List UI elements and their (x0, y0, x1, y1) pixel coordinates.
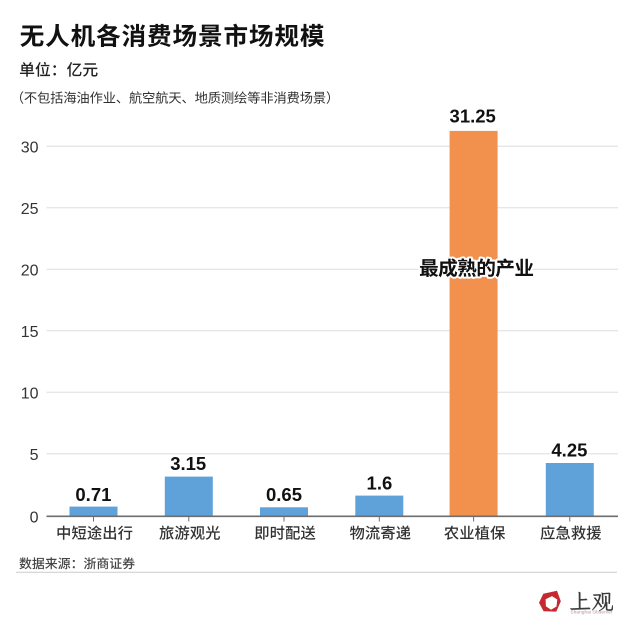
svg-text:5: 5 (30, 447, 39, 464)
svg-text:10: 10 (21, 386, 39, 403)
svg-text:1.6: 1.6 (367, 472, 393, 493)
svg-text:15: 15 (21, 324, 39, 341)
svg-text:0.71: 0.71 (75, 484, 111, 505)
svg-text:0: 0 (30, 510, 39, 527)
svg-text:25: 25 (21, 201, 39, 218)
svg-text:30: 30 (21, 140, 39, 157)
svg-text:31.25: 31.25 (450, 106, 496, 127)
svg-text:3.15: 3.15 (170, 453, 206, 474)
svg-text:0.65: 0.65 (266, 484, 302, 505)
svg-text:Shanghai Observer: Shanghai Observer (571, 610, 613, 615)
svg-text:4.25: 4.25 (551, 439, 587, 460)
svg-text:20: 20 (21, 263, 39, 280)
